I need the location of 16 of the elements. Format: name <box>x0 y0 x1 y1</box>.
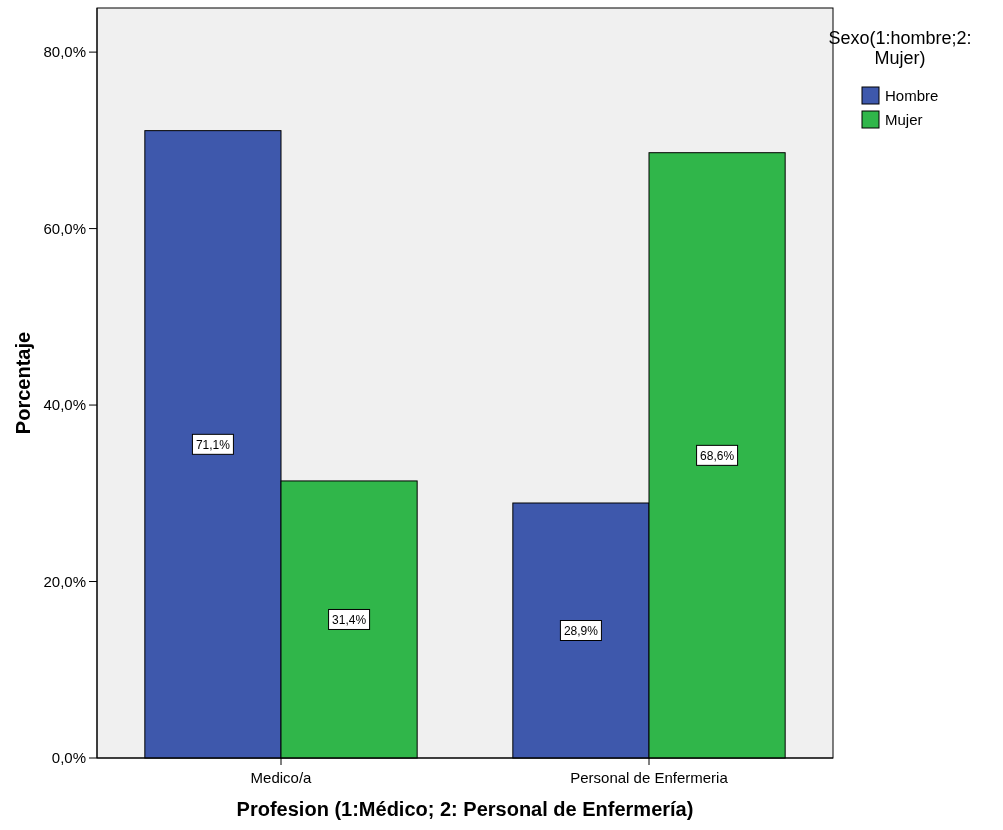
y-axis-title: Porcentaje <box>12 331 34 435</box>
legend-label: Hombre <box>885 87 939 104</box>
legend-label: Mujer <box>885 111 923 128</box>
data-label: 31,4% <box>332 612 367 627</box>
data-label: 68,6% <box>700 448 735 463</box>
data-label: 28,9% <box>563 624 599 638</box>
x-tick-label: Medico/a <box>250 769 313 786</box>
y-tick-label: 60,0% <box>43 219 86 237</box>
y-tick-label: 20,0% <box>43 572 86 590</box>
y-tick-label: 0,0% <box>51 749 86 766</box>
x-axis-title: Profesion (1:Médico; 2: Personal de Enfermería) <box>236 798 694 820</box>
y-tick-label: 80,0% <box>43 43 86 61</box>
data-label: 71,1% <box>195 437 231 452</box>
legend-title: Sexo(1:hombre;2: Mujer) <box>828 28 972 68</box>
y-tick-label: 40,0% <box>43 396 86 414</box>
x-tick-label: Personal de Enfermeria <box>570 769 729 786</box>
